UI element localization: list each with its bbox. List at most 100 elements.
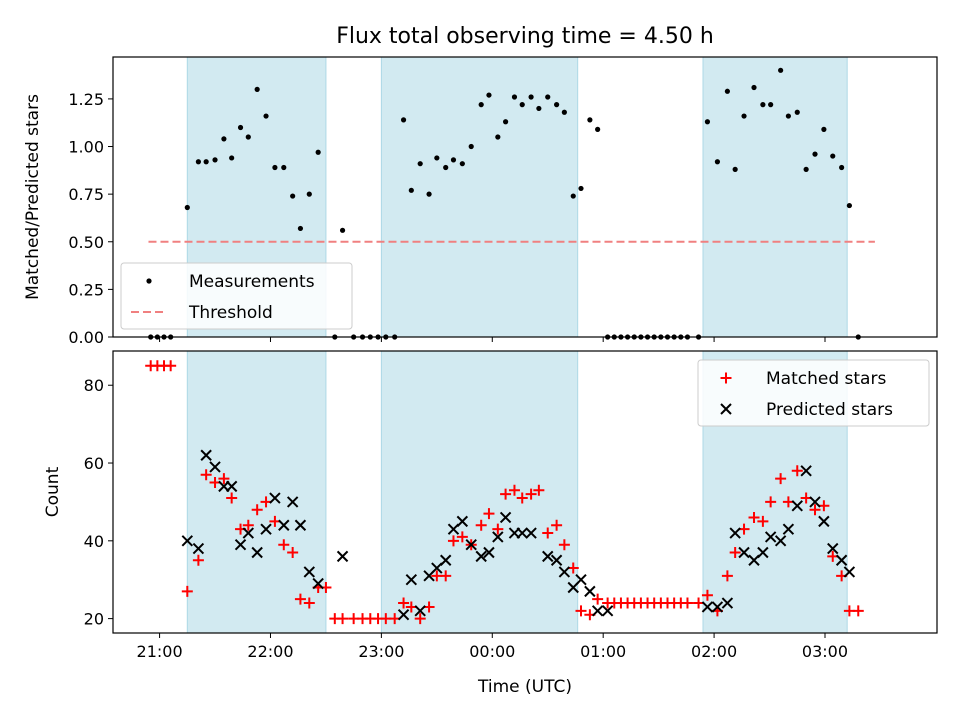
data-point bbox=[545, 94, 551, 100]
data-point bbox=[225, 480, 238, 493]
data-point bbox=[456, 515, 469, 528]
data-point bbox=[738, 546, 750, 559]
data-point bbox=[681, 597, 693, 609]
data-point bbox=[721, 597, 734, 609]
data-point bbox=[426, 191, 432, 197]
data-point bbox=[536, 105, 542, 112]
data-point bbox=[757, 546, 769, 559]
data-point bbox=[251, 504, 263, 516]
data-point bbox=[542, 527, 554, 539]
data-point bbox=[768, 102, 774, 108]
data-point bbox=[852, 605, 864, 617]
data-point bbox=[405, 574, 418, 586]
data-point bbox=[525, 488, 537, 500]
data-point bbox=[209, 461, 221, 473]
observing-span bbox=[702, 57, 848, 337]
data-point bbox=[290, 193, 296, 199]
axes-frame bbox=[112, 350, 938, 634]
data-point bbox=[447, 535, 459, 547]
data-point bbox=[558, 566, 571, 578]
data-point bbox=[263, 113, 269, 119]
data-point bbox=[184, 204, 190, 211]
data-point bbox=[450, 157, 457, 163]
data-point bbox=[242, 527, 255, 539]
data-point bbox=[732, 166, 738, 172]
data-point bbox=[400, 117, 407, 123]
data-point bbox=[846, 202, 852, 209]
y-tick-label: 1.00 bbox=[68, 138, 104, 157]
data-point bbox=[226, 492, 238, 504]
y-tick-label: 20 bbox=[84, 610, 104, 629]
data-point bbox=[483, 508, 495, 520]
y-tick-label: 0.75 bbox=[68, 185, 104, 204]
data-point bbox=[478, 102, 484, 108]
data-point bbox=[269, 492, 281, 504]
data-point bbox=[791, 500, 803, 512]
data-point bbox=[554, 102, 560, 108]
data-point bbox=[794, 109, 800, 115]
data-point bbox=[775, 473, 787, 485]
data-point bbox=[336, 550, 349, 563]
data-point bbox=[533, 484, 545, 496]
data-point bbox=[294, 519, 307, 531]
observing-span bbox=[187, 351, 326, 633]
data-point bbox=[315, 149, 321, 155]
data-point bbox=[440, 570, 452, 582]
data-point bbox=[785, 113, 791, 119]
data-point bbox=[729, 546, 741, 558]
data-point bbox=[439, 554, 452, 566]
data-point bbox=[812, 151, 818, 157]
data-point bbox=[516, 492, 528, 504]
data-point bbox=[303, 566, 316, 578]
legend-label: Measurements bbox=[189, 272, 315, 292]
data-point bbox=[495, 134, 501, 140]
data-point bbox=[195, 159, 201, 165]
data-point bbox=[434, 155, 440, 161]
data-point bbox=[443, 164, 449, 171]
data-point bbox=[192, 542, 205, 555]
data-point bbox=[221, 136, 227, 142]
data-point bbox=[839, 164, 845, 171]
data-point bbox=[701, 589, 713, 601]
data-point bbox=[500, 488, 512, 500]
data-point bbox=[578, 185, 584, 192]
data-point bbox=[575, 605, 587, 617]
data-point bbox=[714, 159, 721, 165]
legend: Measurements Threshold bbox=[120, 262, 353, 330]
data-point bbox=[281, 164, 287, 171]
data-point bbox=[782, 523, 795, 535]
data-point bbox=[465, 538, 477, 551]
data-point bbox=[601, 605, 614, 617]
data-point bbox=[260, 523, 272, 535]
data-point bbox=[337, 613, 349, 625]
x-axis-label: Time (UTC) bbox=[477, 677, 572, 697]
data-point bbox=[398, 597, 410, 609]
data-point bbox=[764, 531, 777, 543]
observing-span bbox=[381, 351, 578, 633]
data-point bbox=[721, 570, 733, 582]
data-point bbox=[218, 473, 230, 485]
data-point bbox=[339, 227, 346, 233]
data-point bbox=[483, 546, 495, 559]
data-point bbox=[774, 535, 787, 547]
data-point bbox=[456, 531, 468, 543]
data-point bbox=[558, 539, 570, 551]
x-tick-label: 00:00 bbox=[469, 642, 515, 661]
y-tick-label: 80 bbox=[84, 376, 104, 395]
data-point bbox=[809, 496, 821, 508]
data-point bbox=[254, 86, 260, 92]
data-point bbox=[704, 119, 711, 125]
data-point bbox=[821, 126, 827, 132]
x-tick-label: 01:00 bbox=[580, 642, 626, 661]
data-point bbox=[760, 102, 766, 108]
data-point bbox=[591, 605, 604, 617]
top-panel: 0.00 0.25 0.50 0.75 1.00 1.25 Matched/Predicte… bbox=[23, 56, 938, 347]
data-point bbox=[843, 566, 856, 578]
legend-marker bbox=[720, 372, 732, 384]
data-point bbox=[286, 496, 299, 508]
data-point bbox=[711, 601, 724, 613]
data-point bbox=[519, 102, 525, 108]
legend-marker bbox=[720, 403, 732, 415]
x-tick-label: 02:00 bbox=[691, 642, 737, 661]
